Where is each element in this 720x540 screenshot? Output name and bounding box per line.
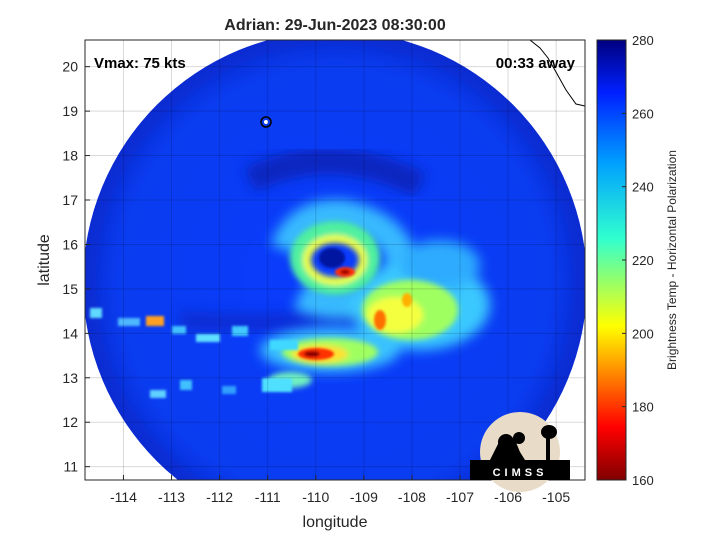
x-tick-label: -105	[542, 489, 570, 505]
y-tick-label: 18	[62, 148, 78, 164]
x-tick-label: -109	[350, 489, 378, 505]
y-axis-label: latitude	[36, 234, 53, 286]
colorbar-scale	[596, 39, 627, 481]
x-tick-label: -111	[255, 489, 281, 505]
x-tick-label: -113	[158, 489, 185, 505]
plot-area: Vmax: 75 kts 00:33 away CIMSS	[84, 39, 586, 492]
cimss-logo: CIMSS	[470, 412, 570, 492]
cimss-logo-text: CIMSS	[493, 467, 548, 479]
y-tick-label: 17	[62, 192, 78, 208]
y-tick-label: 20	[62, 59, 78, 75]
colorbar-tick-label: 180	[632, 400, 654, 415]
x-tick-label: -114	[110, 489, 137, 505]
colorbar-tick-label: 220	[632, 253, 654, 268]
y-tick-label: 12	[62, 414, 78, 430]
x-tick-label: -106	[494, 489, 522, 505]
vmax-label: Vmax: 75 kts	[94, 55, 186, 72]
colorbar-tick-label: 240	[632, 180, 654, 195]
x-tick-label: -108	[398, 489, 426, 505]
time-away-label: 00:33 away	[496, 55, 576, 72]
colorbar-tick-label: 160	[632, 473, 654, 488]
chart-title: Adrian: 29-Jun-2023 08:30:00	[224, 17, 446, 34]
axes-box	[84, 39, 586, 481]
colorbar-tick-label: 280	[632, 33, 654, 48]
y-tick-label: 19	[62, 103, 78, 119]
colorbar-tick-label: 200	[632, 326, 654, 341]
y-tick-label: 15	[62, 281, 78, 297]
colorbar-label: Brightness Temp - Horizontal Polarizatio…	[665, 150, 679, 370]
y-tick-label: 14	[62, 325, 78, 341]
x-tick-label: -110	[302, 489, 329, 505]
x-tick-label: -107	[446, 489, 474, 505]
x-axis-label: longitude	[303, 514, 368, 531]
y-tick-label: 13	[62, 370, 78, 386]
colorbar-tick-label: 260	[632, 106, 654, 121]
colorbar-tick-labels: 160 180 200 220 240 260 280	[622, 33, 654, 488]
grid-lines	[85, 40, 585, 480]
x-tick-labels: -114 -113 -112 -111 -110 -109 -108 -107 -106 -105	[110, 489, 570, 505]
scattered-convection	[90, 308, 298, 398]
colorbar: 160 180 200 220 240 260 280 Brightness Temp - …	[596, 33, 679, 488]
y-tick-labels: 11 12 13 14 15 16 17 18 19 20	[62, 59, 78, 475]
brightness-temp-swath	[85, 40, 585, 480]
y-tick-label: 11	[63, 459, 78, 475]
y-tick-label: 16	[62, 236, 78, 252]
x-tick-label: -112	[206, 489, 233, 505]
